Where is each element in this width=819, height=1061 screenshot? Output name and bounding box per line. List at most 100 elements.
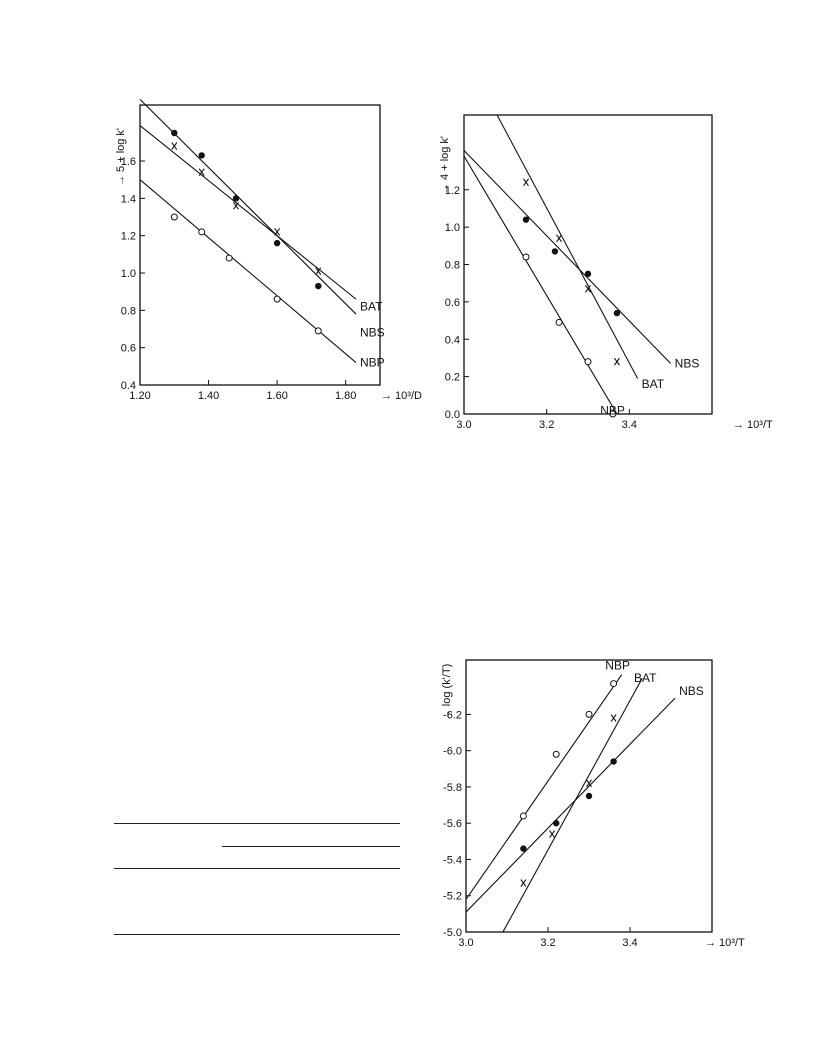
series-label-bat: BAT	[360, 300, 383, 314]
data-point-nbp	[522, 253, 530, 261]
data-point-nbp	[609, 410, 617, 418]
x-tick-label: 3.0	[456, 419, 471, 431]
y-tick-label: -5.8	[443, 782, 462, 794]
data-point-nbp	[519, 812, 527, 820]
table-rule-sub	[222, 846, 400, 847]
y-tick-label: 0.2	[445, 372, 460, 384]
table-rule-top	[114, 823, 400, 824]
data-point-bat	[171, 129, 178, 137]
data-point-nbp	[314, 327, 322, 335]
y-tick-label: 0.6	[121, 343, 136, 355]
series-label-nbp: NBP	[360, 356, 385, 370]
data-point-nbs	[613, 309, 621, 317]
x-tick-label: 3.2	[539, 419, 554, 431]
data-point-nbs	[198, 168, 205, 177]
x-tick-label: 1.80	[335, 390, 356, 402]
table-rule-bottom	[114, 934, 400, 935]
data-point-bat	[549, 830, 556, 838]
data-point-bat	[232, 195, 240, 202]
series-label-nbs: NBS	[679, 684, 704, 698]
y-tick-label: -5.0	[443, 927, 462, 939]
y-tick-label: 1.0	[121, 268, 136, 280]
data-point-nbs	[553, 820, 560, 827]
data-point-bat	[315, 282, 322, 290]
fit-line-nbp	[465, 674, 623, 900]
fit-line-nbs	[465, 697, 676, 913]
chart-svg: 1.20 1.40 1.60 1.80 0.4 0.6 0.8 1.0 1.2 1.4 1.6 → 1…	[115, 99, 422, 402]
data-point-nbs	[522, 216, 530, 223]
table-rule-mid	[114, 868, 400, 869]
data-point-nbs	[585, 792, 593, 800]
chart-temperature: 3.0 3.2 3.4 0.0 0.2 0.4 0.6 0.8 1.0 1.2 → 10³/T → 4…	[439, 95, 773, 435]
data-point-nbs	[171, 142, 178, 150]
data-point-nbp	[555, 318, 563, 326]
data-point-nbs	[233, 201, 239, 210]
chart-svg: 3.0 3.2 3.4 -5.0 -5.2 -5.4 -5.6 -5.8 -6.0 -6.2 → 1…	[441, 658, 745, 949]
x-tick-label: 3.4	[622, 419, 637, 431]
fit-line-nbs	[463, 150, 672, 364]
data-point-nbs	[584, 270, 592, 278]
data-point-bat	[556, 234, 563, 243]
data-point-bat	[273, 239, 281, 247]
data-point-bat	[613, 357, 620, 366]
series-label-nbs: NBS	[360, 326, 385, 340]
chart-svg: 3.0 3.2 3.4 0.0 0.2 0.4 0.6 0.8 1.0 1.2 → 10³/T → 4…	[439, 114, 773, 431]
y-tick-label: 1.4	[121, 193, 136, 205]
data-point-bat	[523, 178, 529, 187]
data-point-nbp	[198, 228, 206, 236]
y-axis-label: → 4 + log k'	[439, 136, 451, 194]
y-tick-label: 0.8	[445, 260, 460, 272]
y-tick-label: -5.4	[443, 854, 462, 866]
y-tick-label: -5.6	[443, 818, 462, 830]
y-tick-label: 0.8	[121, 305, 136, 317]
data-point-bat	[586, 779, 592, 788]
x-tick-label: 1.60	[266, 390, 287, 402]
chart-eyring: 3.0 3.2 3.4 -5.0 -5.2 -5.4 -5.6 -5.8 -6.0 -6.2 → 1…	[440, 640, 745, 960]
y-tick-label: -5.2	[443, 891, 462, 903]
y-tick-label: 1.0	[445, 222, 460, 234]
plot-frame	[465, 659, 713, 933]
data-point-nbs	[520, 845, 527, 852]
series-label-nbs: NBS	[675, 357, 700, 371]
y-axis-label: → 5 + log k'	[115, 128, 127, 186]
data-point-nbp	[552, 750, 560, 758]
data-point-bat	[520, 879, 527, 887]
data-point-bat	[610, 714, 617, 722]
fit-line-bat	[496, 114, 639, 379]
x-tick-label: 1.20	[129, 390, 150, 402]
series-label-nbp: NBP	[600, 403, 625, 417]
series-label-nbp: NBP	[605, 658, 630, 672]
data-point-nbp	[584, 358, 592, 366]
data-point-nbp	[273, 295, 281, 303]
x-tick-label: 3.0	[458, 937, 473, 949]
x-tick-label: 1.40	[198, 390, 219, 402]
y-tick-label: 1.6	[121, 156, 136, 168]
x-tick-label: 3.2	[540, 937, 555, 949]
data-point-bat	[585, 284, 591, 293]
data-point-nbs	[610, 758, 617, 765]
data-point-nbp	[610, 680, 618, 688]
plot-frame	[139, 104, 381, 386]
fit-line-nbs	[139, 125, 357, 300]
data-point-nbp	[170, 213, 178, 221]
x-axis-label: → 10³/T	[733, 419, 773, 431]
fit-line-nbp	[463, 155, 618, 415]
data-point-nbp	[585, 710, 593, 718]
y-tick-label: 0.0	[445, 409, 460, 421]
y-tick-label: 0.6	[445, 297, 460, 309]
data-point-nbs	[551, 248, 559, 255]
series-label-bat: BAT	[642, 377, 665, 391]
y-tick-label: 1.2	[445, 185, 460, 197]
y-tick-label: -6.2	[443, 709, 462, 721]
y-tick-label: 1.2	[121, 231, 136, 243]
y-tick-label: 0.4	[121, 380, 136, 392]
y-tick-label: 0.4	[445, 334, 460, 346]
y-axis-label: → log (k'/T)	[441, 664, 453, 721]
data-point-nbp	[225, 254, 233, 262]
x-axis-label: → 10³/D	[381, 390, 422, 402]
data-point-nbs	[315, 267, 322, 275]
series-label-bat: BAT	[634, 671, 657, 685]
x-axis-label: → 10³/T	[705, 937, 745, 949]
y-tick-label: -6.0	[443, 746, 462, 758]
data-point-nbs	[274, 228, 281, 236]
